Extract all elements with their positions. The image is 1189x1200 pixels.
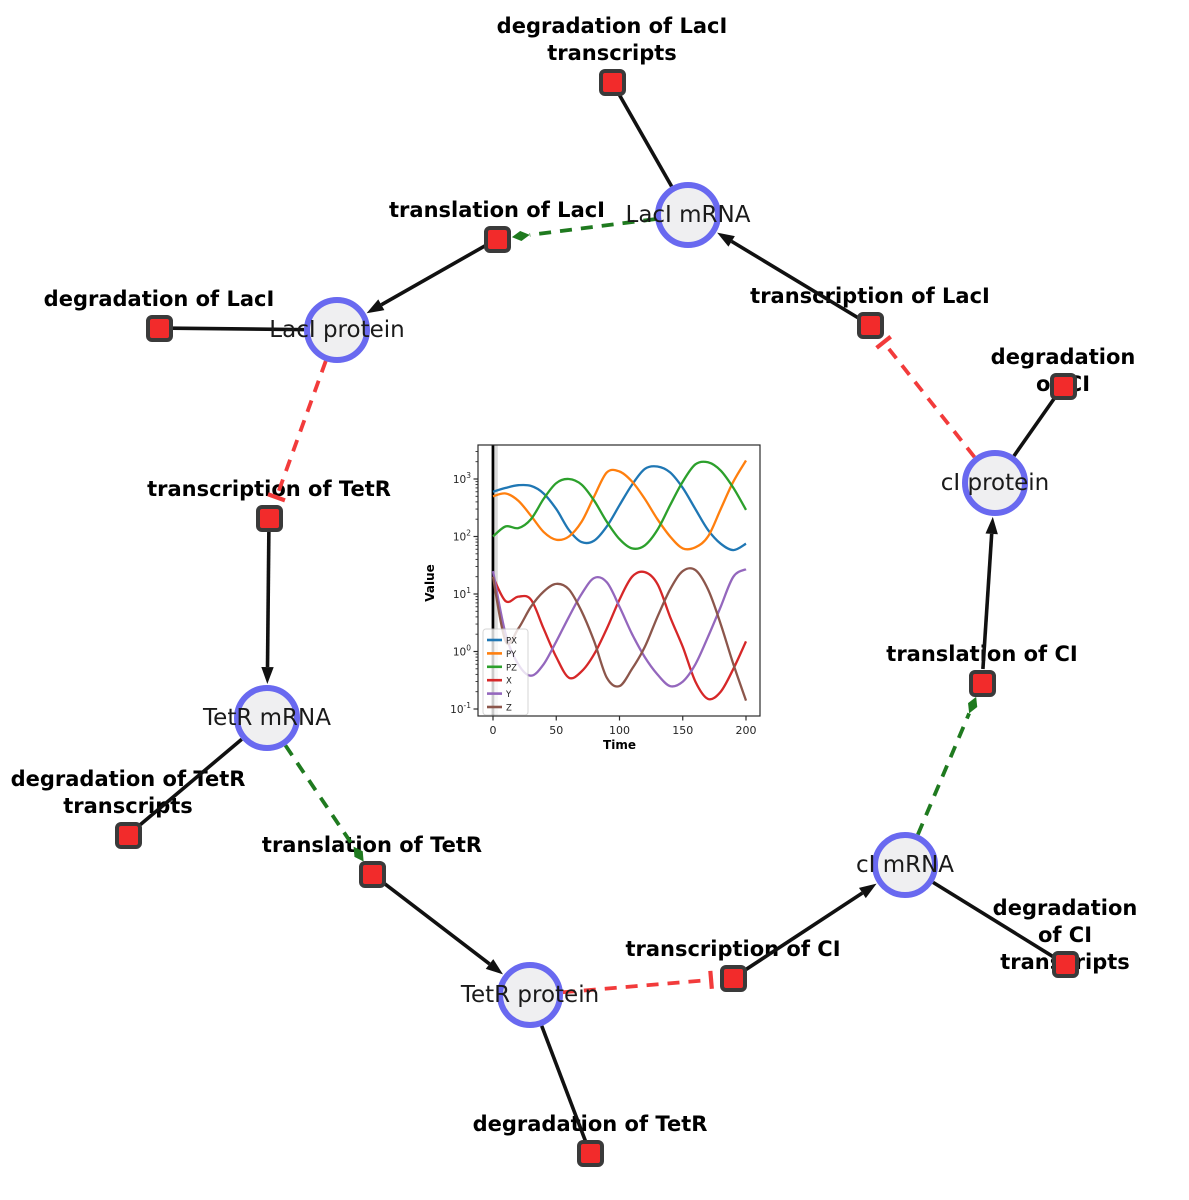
edge-production-transcription-tetr-tetr-mrna: [261, 531, 274, 685]
edge-production-translation-laci-laci-protein: [366, 244, 486, 314]
inhibition-bar-icon: [875, 335, 893, 350]
edge-inhibition-ci-protein-transcription-laci: [875, 335, 977, 459]
modifier-diamond-icon: [511, 231, 530, 241]
edge-modifier-tetr-mrna-translation-tetr: [283, 744, 364, 862]
arrowhead-icon: [717, 232, 735, 247]
edge-production-translation-ci-ci-protein: [981, 516, 998, 670]
edge-production-translation-tetr-tetr-protein: [382, 881, 504, 975]
edge-production-transcription-laci-laci-mrna: [717, 232, 859, 320]
edge-production-transcription-ci-ci-mrna: [743, 883, 877, 972]
edge-consumption-laci-mrna-deg-laci-transcripts: [616, 92, 674, 188]
arrowhead-icon: [366, 299, 385, 314]
arrowhead-icon: [858, 883, 877, 899]
inhibition-bar-icon: [708, 970, 714, 989]
edge-consumption-tetr-mrna-deg-tetr-transcripts: [136, 737, 243, 829]
edge-inhibition-tetr-protein-transcription-ci: [562, 970, 714, 995]
edge-modifier-laci-mrna-translation-laci: [511, 217, 656, 241]
arrowhead-icon: [261, 666, 274, 685]
edge-modifier-ci-mrna-translation-ci: [916, 696, 978, 836]
edge-inhibition-laci-protein-transcription-tetr: [267, 360, 328, 503]
modifier-diamond-icon: [353, 846, 364, 862]
inhibition-bar-icon: [267, 492, 286, 503]
edge-consumption-laci-protein-deg-laci: [171, 326, 305, 332]
edge-consumption-ci-protein-deg-ci: [1012, 395, 1058, 458]
modifier-diamond-icon: [968, 696, 978, 714]
arrowhead-icon: [985, 516, 998, 535]
edge-consumption-ci-mrna-deg-ci-transcripts: [932, 880, 1055, 959]
edge-consumption-tetr-protein-deg-tetr: [540, 1025, 588, 1142]
